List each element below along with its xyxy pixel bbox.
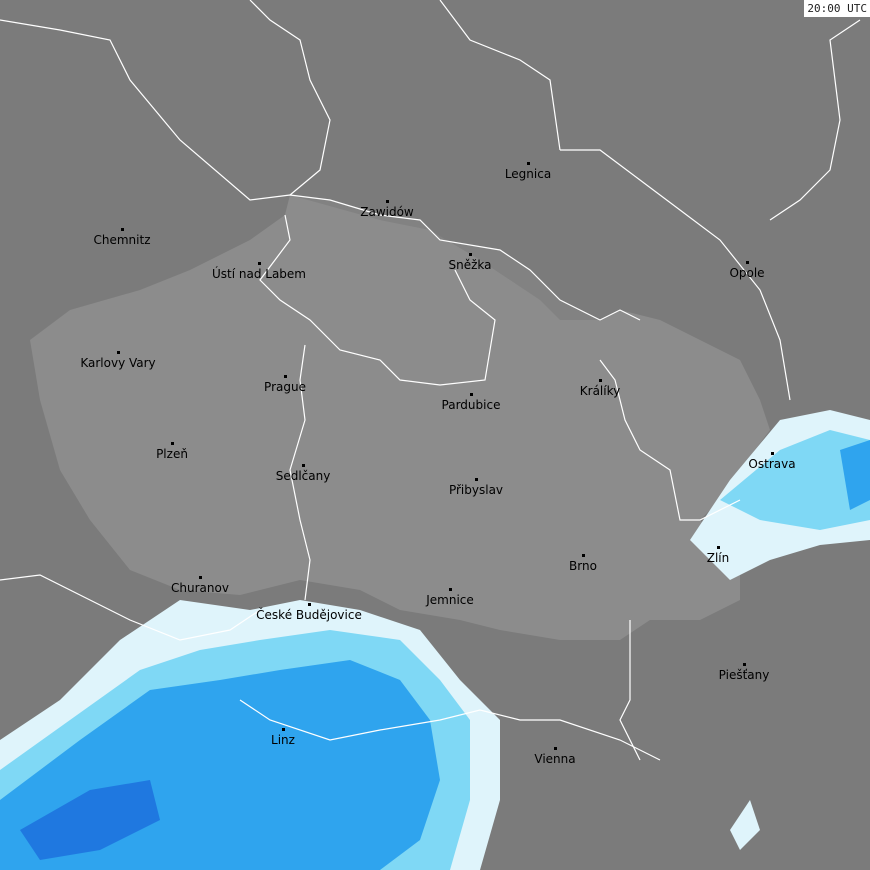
city-label: Brno (569, 559, 597, 573)
city-label: Plzeň (156, 447, 188, 461)
city-label: Zawidów (360, 205, 414, 219)
city-label: Linz (271, 733, 295, 747)
precipitation-east (690, 410, 870, 850)
city-dot-icon (582, 554, 585, 557)
city-dot-icon (475, 478, 478, 481)
city-label: České Budějovice (256, 608, 362, 622)
city-dot-icon (117, 351, 120, 354)
city-dot-icon (599, 379, 602, 382)
city-dot-icon (284, 375, 287, 378)
city-label: Opole (729, 266, 765, 280)
city-dot-icon (717, 546, 720, 549)
city-dot-icon (746, 261, 749, 264)
city-label: Sedlčany (275, 469, 331, 483)
city-label: Vienna (534, 752, 576, 766)
city-label: Zlín (706, 551, 730, 565)
city-label: Karlovy Vary (80, 356, 156, 370)
city-dot-icon (171, 442, 174, 445)
city-dot-icon (554, 747, 557, 750)
borders (0, 0, 861, 761)
city-dot-icon (527, 162, 530, 165)
city-label: Sněžka (448, 258, 492, 272)
city-label: Piešťany (718, 668, 770, 682)
city-label: Ústí nad Labem (211, 267, 307, 281)
city-dot-icon (121, 228, 124, 231)
city-label: Prague (264, 380, 306, 394)
city-label: Králíky (579, 384, 621, 398)
city-label: Ostrava (748, 457, 796, 471)
city-dot-icon (308, 603, 311, 606)
city-dot-icon (258, 262, 261, 265)
city-dot-icon (771, 452, 774, 455)
timestamp: 20:00 UTC (804, 0, 870, 17)
city-label: Přibyslav (448, 483, 504, 497)
city-label: Jemnice (426, 593, 474, 607)
city-dot-icon (470, 393, 473, 396)
city-dot-icon (449, 588, 452, 591)
city-dot-icon (469, 253, 472, 256)
city-dot-icon (743, 663, 746, 666)
precipitation-south (0, 600, 500, 870)
czech-region (30, 195, 770, 640)
city-dot-icon (199, 576, 202, 579)
poland-lighter-patch (290, 195, 600, 320)
city-label: Chemnitz (93, 233, 151, 247)
city-label: Legnica (504, 167, 552, 181)
city-label: Pardubice (441, 398, 501, 412)
city-dot-icon (386, 200, 389, 203)
city-dot-icon (282, 728, 285, 731)
city-label: Churanov (171, 581, 229, 595)
city-dot-icon (302, 464, 305, 467)
